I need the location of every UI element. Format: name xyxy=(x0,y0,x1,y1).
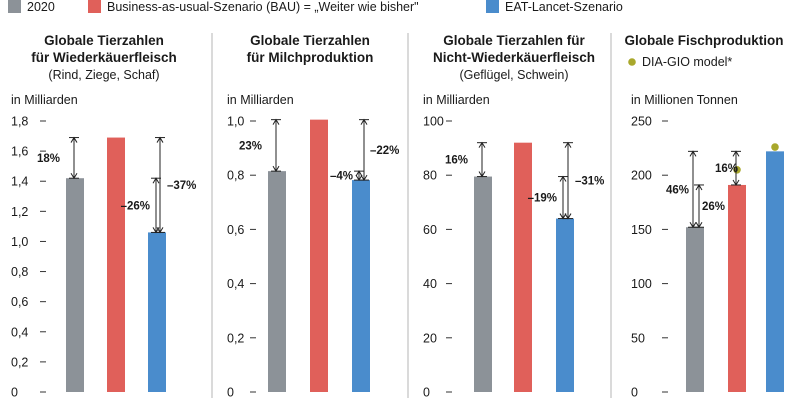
y-axis-label: in Milliarden xyxy=(423,93,490,107)
y-tick-label: 0,6 xyxy=(11,295,28,309)
change-label-1: 16% xyxy=(445,155,468,167)
chart-panel-2: Globale Tierzahlen für Milchproduktion in … xyxy=(227,33,409,400)
y-tick-label: 100 xyxy=(423,115,444,129)
bar-2 xyxy=(310,119,328,393)
y-tick-label: 1,6 xyxy=(11,145,28,159)
legend-swatch-1 xyxy=(88,0,101,13)
bar-3 xyxy=(766,151,784,392)
y-tick-label: 0 xyxy=(631,386,638,400)
panel-title-line: für Wiederkäuerfleisch xyxy=(31,50,176,65)
bar-1 xyxy=(686,227,704,392)
y-tick-label: 1,0 xyxy=(227,115,244,129)
panel-title-line: Nicht-Wiederkäuerfleisch xyxy=(433,50,595,65)
change-arrow-2 xyxy=(558,175,568,220)
marker-legend-label: DIA-GIO model* xyxy=(642,55,732,69)
bar-3 xyxy=(148,232,166,392)
panel-title-line: Globale Fischproduktion xyxy=(624,33,783,48)
legend-label-2: EAT-Lancet-Szenario xyxy=(505,0,623,14)
marker-legend-dot xyxy=(628,58,636,66)
legend-label-0: 2020 xyxy=(27,0,55,14)
y-axis-label: in Milliarden xyxy=(227,93,294,107)
y-tick-label: 0,2 xyxy=(11,355,28,369)
chart-panel-1: Globale Tierzahlen für Wiederkäuerfleisch… xyxy=(11,33,213,400)
y-tick-label: 1,4 xyxy=(11,175,28,189)
bar-1 xyxy=(268,171,286,392)
y-tick-label: 150 xyxy=(631,223,652,237)
change-label-2: –4% xyxy=(330,171,353,183)
bar-2 xyxy=(514,142,532,392)
panel-title-line: Globale Tierzahlen xyxy=(250,33,370,48)
bar-3 xyxy=(352,180,370,392)
change-arrow-1 xyxy=(271,118,281,173)
y-tick-label: 200 xyxy=(631,169,652,183)
change-label-2: –26% xyxy=(121,200,150,212)
chart-panel-4: Globale Fischproduktion DIA-GIO model* in … xyxy=(624,33,784,400)
change-arrow-1 xyxy=(69,136,79,180)
panel-title-line: Globale Tierzahlen für xyxy=(443,33,585,48)
y-tick-label: 0,2 xyxy=(227,331,244,345)
y-axis-label: in Milliarden xyxy=(11,93,78,107)
bar-1 xyxy=(66,178,84,392)
y-tick-label: 0,4 xyxy=(11,325,28,339)
change-label-3: –31% xyxy=(575,176,604,188)
chart-panels: Globale Tierzahlen für Wiederkäuerfleisch… xyxy=(11,33,784,400)
change-arrow-3 xyxy=(155,136,165,234)
y-axis-label: in Millionen Tonnen xyxy=(631,93,738,107)
chart-panel-3: Globale Tierzahlen für Nicht-Wiederkäuerf… xyxy=(423,33,612,400)
bar-1 xyxy=(474,176,492,392)
change-label-2: 16% xyxy=(715,163,738,175)
y-tick-label: 20 xyxy=(423,331,437,345)
change-arrow-3 xyxy=(563,141,573,220)
bar-2 xyxy=(728,184,746,392)
y-tick-label: 0 xyxy=(423,386,430,400)
y-tick-label: 40 xyxy=(423,277,437,291)
y-tick-label: 60 xyxy=(423,223,437,237)
y-tick-label: 50 xyxy=(631,331,645,345)
legend: 2020 Business-as-usual-Szenario (BAU) = „… xyxy=(8,0,623,14)
panel-title-line: für Milchproduktion xyxy=(247,50,374,65)
change-label-3: 26% xyxy=(702,201,725,213)
change-arrow-1 xyxy=(477,141,487,178)
panel-subtitle: (Geflügel, Schwein) xyxy=(459,68,568,82)
y-tick-label: 0,8 xyxy=(11,265,28,279)
change-arrow-3 xyxy=(694,183,704,229)
legend-swatch-0 xyxy=(8,0,21,13)
model-marker-1 xyxy=(733,165,741,174)
y-tick-label: 100 xyxy=(631,277,652,291)
legend-label-1: Business-as-usual-Szenario (BAU) = „Weit… xyxy=(107,0,419,14)
legend-swatch-2 xyxy=(486,0,499,13)
y-tick-label: 0,4 xyxy=(227,277,244,291)
change-label-1: 23% xyxy=(239,140,262,152)
change-label-3: –37% xyxy=(167,180,196,192)
y-tick-label: 1,8 xyxy=(11,115,28,129)
change-arrow-2 xyxy=(731,150,741,186)
y-tick-label: 80 xyxy=(423,169,437,183)
change-label-1: 18% xyxy=(37,153,60,165)
y-tick-label: 0 xyxy=(227,386,234,400)
change-label-3: –22% xyxy=(370,145,399,157)
bar-2 xyxy=(107,137,125,392)
y-tick-label: 1,0 xyxy=(11,235,28,249)
y-tick-label: 0,8 xyxy=(227,169,244,183)
change-arrow-3 xyxy=(359,118,369,182)
panel-subtitle: (Rind, Ziege, Schaf) xyxy=(48,68,159,82)
y-tick-label: 1,2 xyxy=(11,205,28,219)
y-tick-label: 250 xyxy=(631,115,652,129)
change-label-2: –19% xyxy=(528,193,557,205)
change-label-1: 46% xyxy=(666,184,689,196)
y-tick-label: 0,6 xyxy=(227,223,244,237)
panel-title-line: Globale Tierzahlen xyxy=(44,33,164,48)
change-arrow-2 xyxy=(354,170,364,182)
model-marker-2 xyxy=(771,143,779,151)
y-tick-label: 0 xyxy=(11,386,18,400)
bar-3 xyxy=(556,218,574,392)
